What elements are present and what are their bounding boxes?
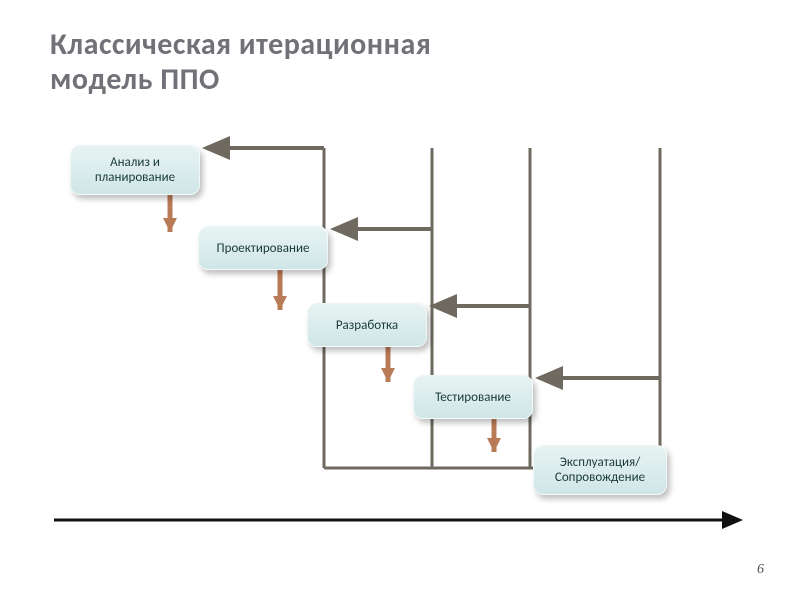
title-line-1: Классическая итерационная <box>50 28 431 63</box>
stage-node-n4: Тестирование <box>413 375 533 419</box>
stage-node-n5: Эксплуатация/ Сопровождение <box>533 445 667 495</box>
title-line-2: модель ППО <box>50 63 431 98</box>
diagram-stage: Классическая итерационная модель ППО 6 А… <box>0 0 800 600</box>
page-title: Классическая итерационная модель ППО <box>50 28 431 97</box>
stage-node-n1: Анализ и планирование <box>70 145 200 195</box>
stage-node-n3: Разработка <box>307 303 427 347</box>
stage-node-n2: Проектирование <box>198 226 328 270</box>
page-number: 6 <box>757 562 764 578</box>
